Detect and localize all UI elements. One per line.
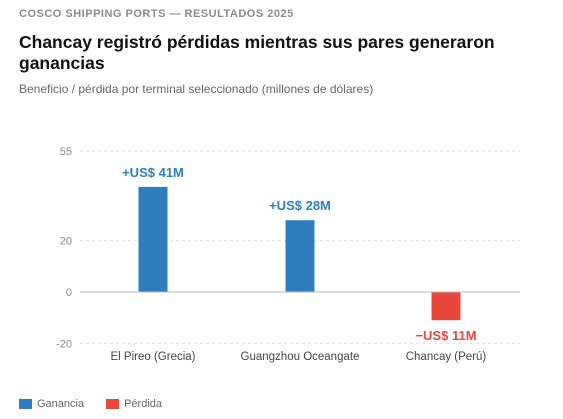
y-tick-label: 55	[60, 146, 72, 158]
y-tick-label: 0	[66, 287, 72, 299]
legend: Ganancia Pérdida	[19, 398, 184, 410]
category-label: Guangzhou Oceangate	[241, 351, 360, 363]
bar	[285, 220, 315, 292]
legend-swatch-perdida	[106, 399, 120, 409]
bar	[138, 186, 168, 292]
chart-subtitle: Beneficio / pérdida por terminal selecci…	[19, 82, 374, 96]
legend-item-perdida: Pérdida	[106, 398, 162, 410]
legend-item-ganancia: Ganancia	[19, 398, 84, 410]
legend-swatch-ganancia	[19, 399, 32, 409]
y-tick-label: 20	[60, 236, 72, 248]
data-label: +US$ 41M	[122, 165, 184, 180]
category-label: Chancay (Perú)	[406, 351, 487, 363]
kicker: COSCO SHIPPING PORTS — RESULTADOS 2025	[19, 8, 294, 20]
chart-title: Chancay registró pérdidas mientras sus p…	[19, 32, 495, 73]
data-label: −US$ 11M	[415, 328, 476, 343]
legend-label-ganancia: Ganancia	[37, 398, 85, 410]
y-tick-label: -20	[56, 338, 72, 350]
bar	[431, 292, 461, 321]
legend-label-perdida: Pérdida	[124, 398, 163, 410]
data-label: +US$ 28M	[269, 198, 331, 213]
category-label: El Pireo (Grecia)	[111, 351, 196, 363]
